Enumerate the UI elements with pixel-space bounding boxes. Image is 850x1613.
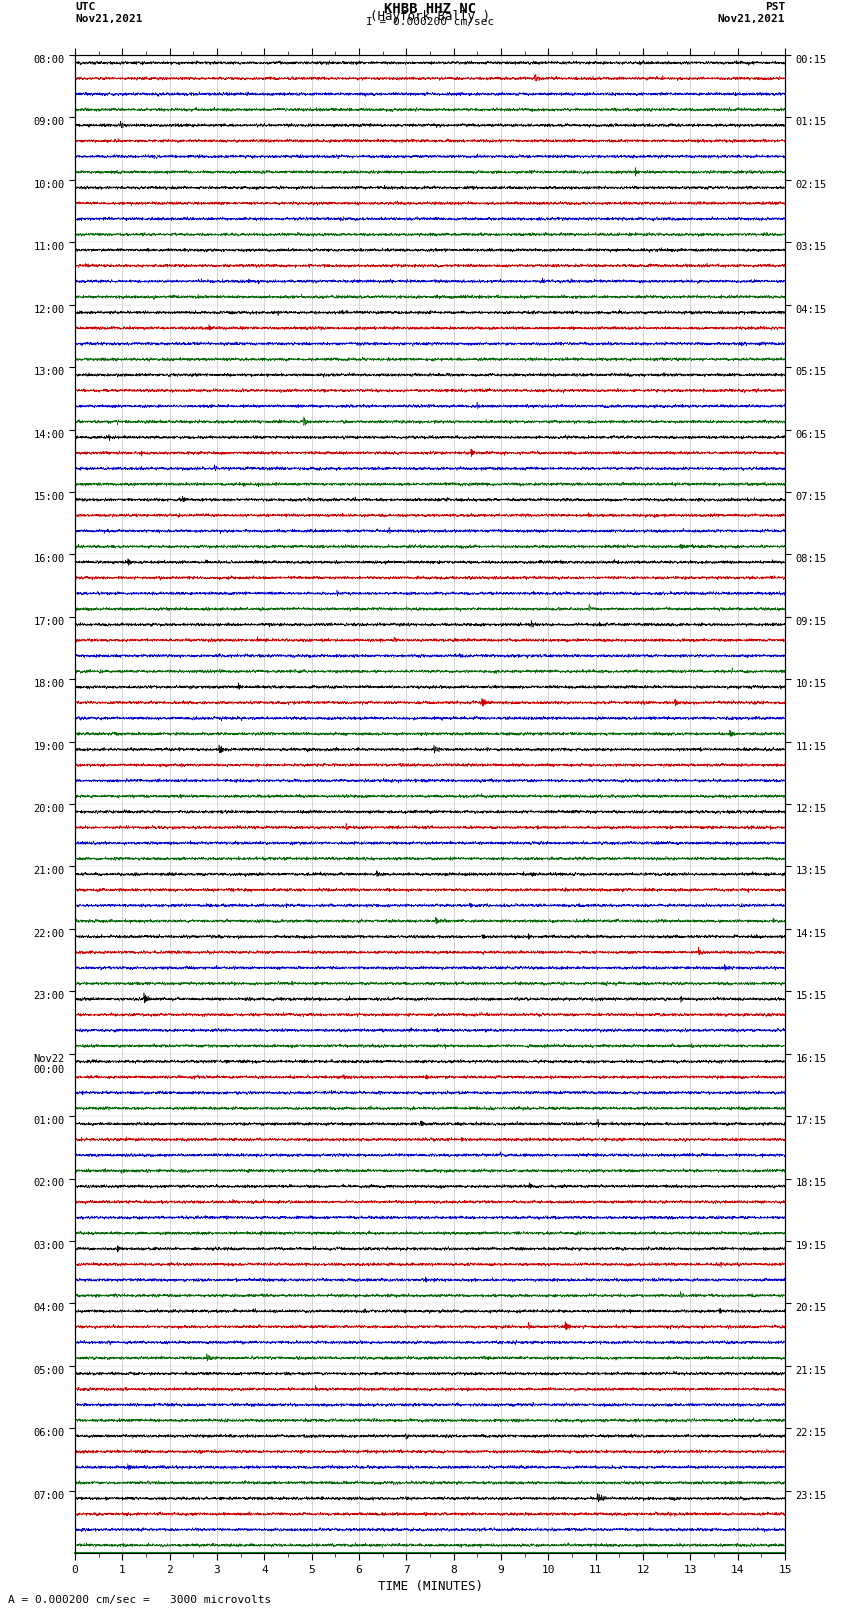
Text: I = 0.000200 cm/sec: I = 0.000200 cm/sec bbox=[366, 18, 494, 27]
X-axis label: TIME (MINUTES): TIME (MINUTES) bbox=[377, 1581, 483, 1594]
Text: (Hayfork Bally ): (Hayfork Bally ) bbox=[370, 10, 490, 23]
Text: PST
Nov21,2021: PST Nov21,2021 bbox=[717, 3, 785, 24]
Text: UTC
Nov21,2021: UTC Nov21,2021 bbox=[75, 3, 143, 24]
Text: KHBB HHZ NC: KHBB HHZ NC bbox=[384, 3, 476, 16]
Text: A = 0.000200 cm/sec =   3000 microvolts: A = 0.000200 cm/sec = 3000 microvolts bbox=[8, 1595, 272, 1605]
